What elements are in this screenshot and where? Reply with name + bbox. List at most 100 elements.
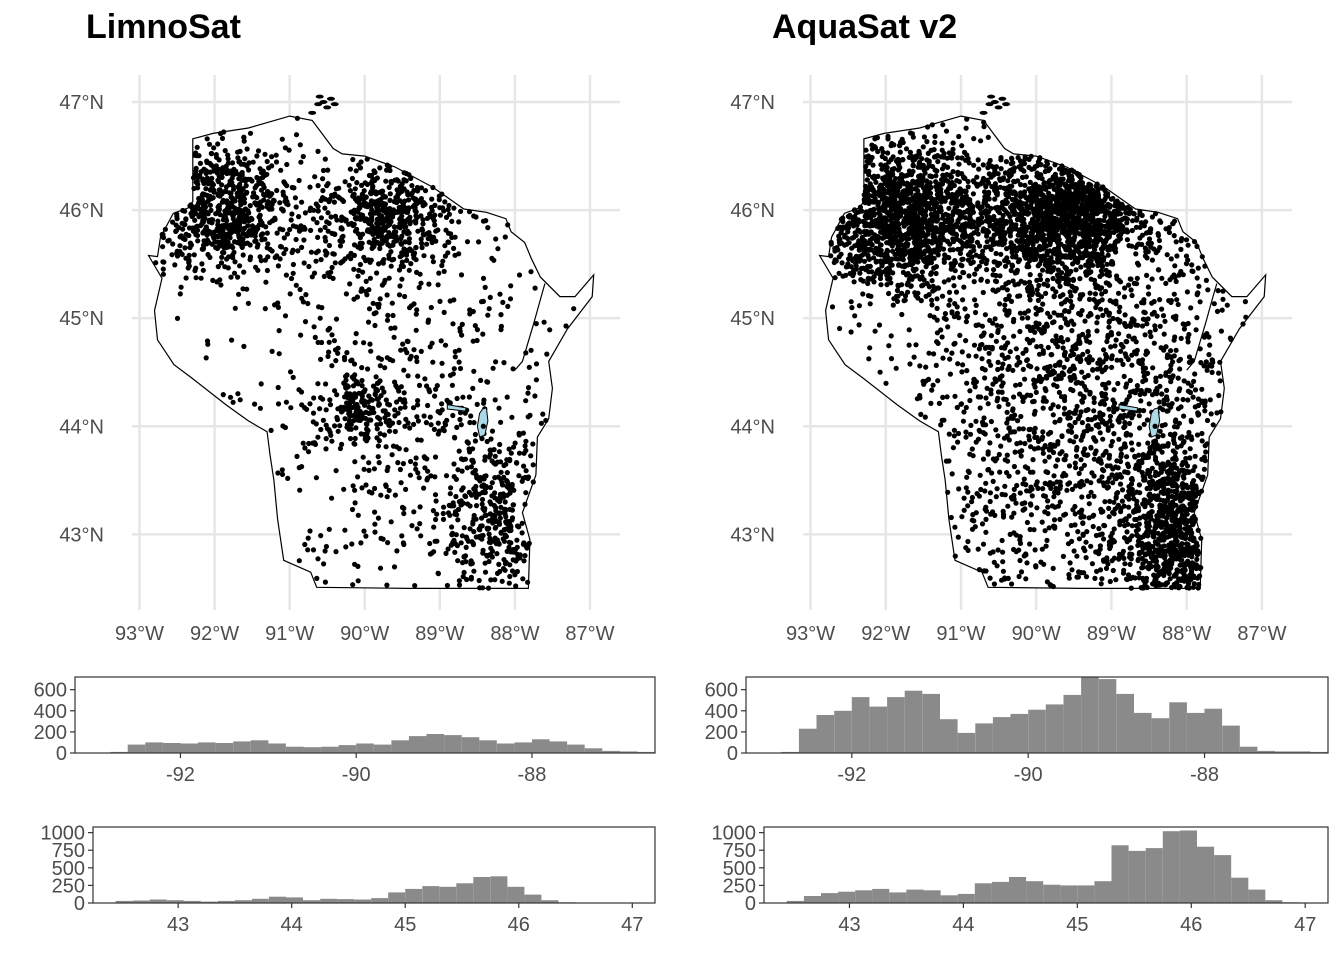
limnosat-site-point [458,272,465,278]
limnosat-site-point [367,275,373,281]
aquasat-map-panel: 93°W 92°W 91°W 90°W 89°W 88°W 87°W47°N46°N45°N… [730,75,1292,645]
aquasat-site-point [1211,301,1217,307]
limnosat-site-point [290,270,296,276]
limnosat-site-point [337,445,343,452]
aquasat-site-point [1164,387,1170,393]
limnosat-site-point [216,203,222,209]
limnosat-site-point [253,194,259,200]
limnosat-site-point [369,490,375,496]
limnosat-site-point [499,480,505,486]
aquasat-site-point [956,179,963,185]
limnosat-site-point [519,520,525,526]
limnosat-site-point [449,218,455,224]
limnosat-site-point [455,467,461,473]
limnosat-site-point [246,160,252,166]
aquasat-site-point [990,272,996,278]
limnosat-site-point [426,281,432,287]
aquasat-site-point [1109,353,1115,359]
limnosat-site-point [322,156,328,162]
limnosat-site-point [278,167,284,173]
limnosat-y-tick-label: 46°N [59,200,104,222]
limnosat-site-point [204,136,210,142]
limnosat-site-point [501,538,507,544]
aquasat-site-point [946,431,952,437]
limnosat-site-point [162,226,168,232]
aquasat-site-point [877,369,883,375]
limnosat-site-point [342,527,348,533]
aquasat-site-point [973,418,979,424]
aquasat-site-point [978,138,984,144]
aquasat-site-point [1129,227,1135,234]
limnosat-site-point [311,207,317,213]
limnosat-site-point [390,214,396,220]
limnosat-site-point [343,377,349,383]
limnosat-site-point [386,487,392,494]
limnosat-site-point [501,462,507,469]
aquasat-site-point [1146,401,1152,407]
aquasat-x-tick-label: 92°W [861,623,910,645]
limnosat-site-point [435,571,441,577]
limnosat-site-point [458,208,464,214]
limnosat-site-point [478,377,484,383]
limnosat-site-point [418,185,424,191]
aquasat-site-point [1000,212,1006,219]
limnosat-site-point [459,321,465,327]
limnosat-site-point [414,358,420,365]
limnosat-site-point [262,306,268,312]
aquasat-site-point [1078,175,1084,181]
limnosat-site-point [358,216,364,222]
limnosat-site-point [472,431,478,438]
limnosat-site-point [425,402,431,409]
limnosat-site-point [455,558,461,564]
limnosat-site-point [523,438,529,444]
aquasat-site-point [1126,504,1132,510]
limnosat-site-point [414,307,420,313]
limnosat-site-point [383,178,389,184]
aquasat-site-point [1101,347,1107,353]
limnosat-site-point [470,338,476,344]
limnosat-site-point [416,284,422,291]
limnosat-site-point [325,167,331,173]
limnosat-site-point [405,207,411,213]
aquasat-site-point [1103,565,1110,572]
limnosat-site-point [266,165,272,171]
aquasat-site-point [1186,429,1192,436]
aquasat-site-point [961,409,967,415]
aquasat-site-point [1194,556,1200,563]
aquasat-site-point [1006,308,1012,314]
aquasat-site-point [933,362,939,368]
limnosat-site-point [398,240,404,246]
limnosat-site-point [211,189,217,195]
limnosat-site-point [332,260,338,266]
limnosat-site-point [372,169,378,175]
limnosat-site-point [232,305,238,311]
aquasat-site-point [1190,584,1196,590]
limnosat-site-point [452,252,458,258]
limnosat-site-point [170,219,176,225]
aquasat-site-point [991,581,998,587]
limnosat-y-tick-label: 44°N [59,416,104,438]
limnosat-site-point [442,199,448,205]
limnosat-site-point [347,436,354,442]
aquasat-site-point [943,458,950,464]
limnosat-site-point [507,506,513,512]
limnosat-site-point [250,159,256,165]
aquasat-site-point [967,397,973,404]
limnosat-site-point [440,516,447,523]
aquasat-site-point [1116,309,1122,315]
limnosat-y-tick-label: 45°N [59,308,104,330]
limnosat-site-point [458,422,464,428]
limnosat-site-point [482,284,488,290]
limnosat-site-point [387,243,393,249]
limnosat-site-point [344,372,350,378]
aquasat-site-point [910,162,916,168]
aquasat-site-point [964,116,970,122]
limnosat-site-point [402,198,408,204]
limnosat-site-point [263,279,269,285]
limnosat-site-point [196,153,202,159]
limnosat-site-point [417,271,423,277]
aquasat-site-point [972,309,979,316]
limnosat-site-point [219,174,225,180]
limnosat-site-point [502,567,508,573]
limnosat-site-point [384,582,390,588]
